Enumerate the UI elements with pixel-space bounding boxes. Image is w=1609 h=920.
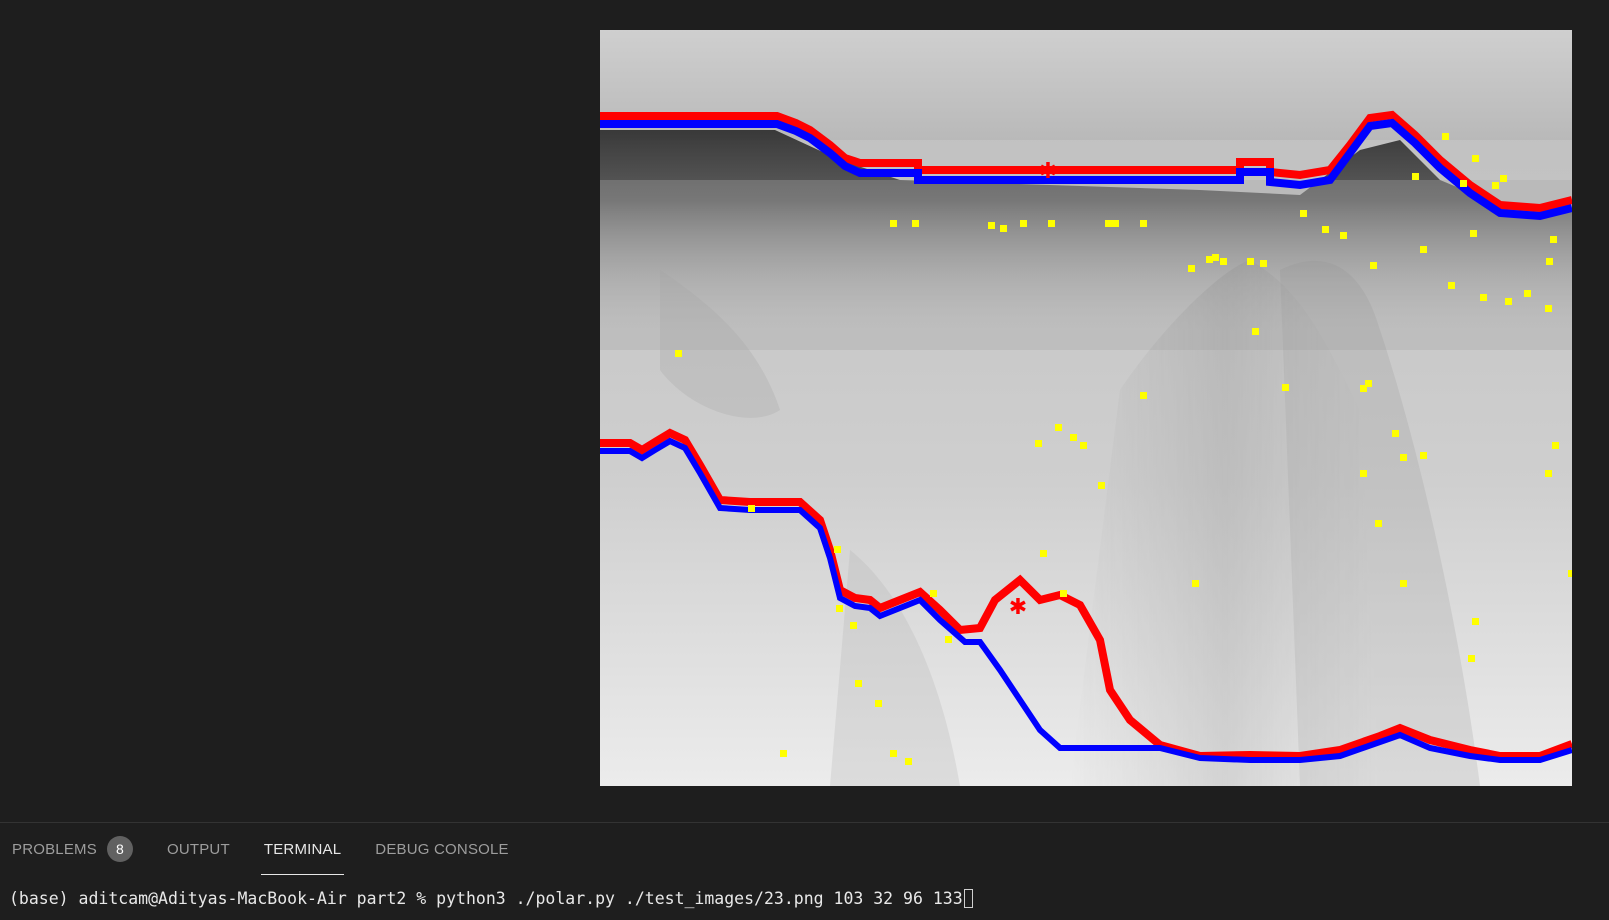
bottom-panel: PROBLEMS 8 OUTPUT TERMINAL DEBUG CONSOLE…: [0, 822, 1609, 920]
boundary-top-blue: [600, 118, 1572, 221]
terminal-command-text: (base) aditcam@Adityas-MacBook-Air part2…: [9, 889, 963, 908]
yellow-marker: [1140, 220, 1147, 227]
yellow-marker: [1524, 290, 1531, 297]
yellow-marker: [1192, 580, 1199, 587]
yellow-marker: [1282, 384, 1289, 391]
yellow-marker: [930, 590, 937, 597]
yellow-marker: [1492, 182, 1499, 189]
yellow-marker: [1545, 305, 1552, 312]
yellow-marker: [1420, 246, 1427, 253]
yellow-marker: [912, 220, 919, 227]
yellow-marker: [1080, 442, 1087, 449]
red-star-marker: ✱: [1009, 595, 1027, 620]
yellow-marker: [1140, 392, 1147, 399]
yellow-marker: [1370, 262, 1377, 269]
yellow-marker: [1247, 258, 1254, 265]
yellow-marker: [1472, 618, 1479, 625]
yellow-marker: [1442, 133, 1449, 140]
yellow-marker: [1392, 430, 1399, 437]
yellow-marker: [1020, 220, 1027, 227]
panel-tab-bar: PROBLEMS 8 OUTPUT TERMINAL DEBUG CONSOLE: [0, 823, 531, 875]
yellow-marker: [1300, 210, 1307, 217]
tab-problems-label: PROBLEMS: [12, 840, 97, 858]
yellow-marker: [1472, 155, 1479, 162]
yellow-marker: [1500, 175, 1507, 182]
yellow-marker: [850, 622, 857, 629]
boundary-top-red: [600, 110, 1572, 213]
yellow-marker: [1060, 590, 1067, 597]
yellow-marker: [1448, 282, 1455, 289]
boundary-lines: [600, 110, 1572, 763]
yellow-marker: [675, 350, 682, 357]
yellow-marker: [1220, 258, 1227, 265]
yellow-marker: [748, 505, 755, 512]
yellow-marker: [1546, 258, 1553, 265]
yellow-marker: [1048, 220, 1055, 227]
yellow-marker: [1460, 180, 1467, 187]
boundary-lower-red: [600, 428, 1572, 761]
yellow-marker: [1212, 254, 1219, 261]
yellow-marker: [1000, 225, 1007, 232]
yellow-marker: [1568, 570, 1572, 577]
terminal-prompt[interactable]: (base) aditcam@Adityas-MacBook-Air part2…: [9, 889, 973, 908]
editor-area: ✱ ✱: [600, 30, 1572, 786]
red-star-marker: ✱: [1039, 159, 1057, 184]
yellow-marker: [1400, 580, 1407, 587]
yellow-marker: [988, 222, 995, 229]
yellow-marker: [1105, 220, 1112, 227]
yellow-marker: [1470, 230, 1477, 237]
yellow-marker: [1040, 550, 1047, 557]
yellow-marker: [1480, 294, 1487, 301]
yellow-marker: [1468, 655, 1475, 662]
boundary-lower-blue: [600, 437, 1572, 763]
yellow-marker: [905, 758, 912, 765]
yellow-marker: [1360, 385, 1367, 392]
yellow-marker: [1400, 454, 1407, 461]
tab-problems[interactable]: PROBLEMS 8: [12, 823, 133, 875]
yellow-marker: [890, 220, 897, 227]
yellow-marker: [836, 605, 843, 612]
yellow-marker: [1550, 236, 1557, 243]
yellow-marker: [834, 546, 841, 553]
yellow-marker: [1252, 328, 1259, 335]
yellow-marker: [945, 636, 952, 643]
tab-debug-console[interactable]: DEBUG CONSOLE: [375, 823, 508, 875]
yellow-marker: [1412, 173, 1419, 180]
yellow-marker: [1206, 256, 1213, 263]
yellow-marker: [890, 750, 897, 757]
yellow-marker: [1505, 298, 1512, 305]
problems-count-badge: 8: [106, 836, 133, 862]
terminal-cursor: [963, 889, 973, 908]
image-mid-layer: [600, 180, 1572, 350]
yellow-marker: [855, 680, 862, 687]
yellow-marker: [1098, 482, 1105, 489]
tab-terminal-label: TERMINAL: [263, 840, 342, 858]
yellow-marker: [1340, 232, 1347, 239]
yellow-marker: [1375, 520, 1382, 527]
yellow-marker: [1112, 220, 1119, 227]
yellow-marker: [780, 750, 787, 757]
yellow-marker: [875, 700, 882, 707]
yellow-marker: [1322, 226, 1329, 233]
image-preview: ✱ ✱: [600, 30, 1572, 786]
yellow-marker: [1552, 442, 1559, 449]
tab-terminal[interactable]: TERMINAL: [260, 823, 345, 875]
radar-image: ✱✱: [600, 30, 1572, 786]
yellow-marker: [1365, 380, 1372, 387]
yellow-marker: [1188, 265, 1195, 272]
yellow-markers: ✱✱: [675, 133, 1572, 765]
tab-output[interactable]: OUTPUT: [167, 823, 230, 875]
yellow-marker: [1070, 434, 1077, 441]
yellow-marker: [1035, 440, 1042, 447]
tab-output-label: OUTPUT: [166, 840, 230, 858]
yellow-marker: [1055, 424, 1062, 431]
tab-debug-console-label: DEBUG CONSOLE: [375, 840, 509, 858]
yellow-marker: [1420, 452, 1427, 459]
yellow-marker: [1260, 260, 1267, 267]
yellow-marker: [1545, 470, 1552, 477]
yellow-marker: [1360, 470, 1367, 477]
